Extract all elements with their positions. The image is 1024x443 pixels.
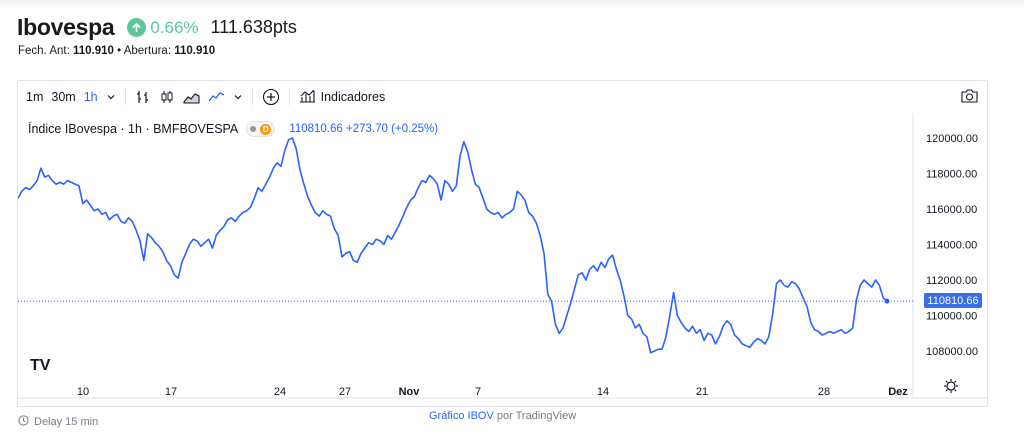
status-dot-icon bbox=[250, 126, 257, 132]
delay-text: Delay 15 min bbox=[34, 416, 99, 428]
credit-text: por TradingView bbox=[493, 410, 577, 422]
quote-subline: Fech. Ant: 110.910 • Abertura: 110.910 bbox=[18, 45, 215, 57]
settings-gear-icon[interactable] bbox=[944, 379, 958, 393]
y-tick-label: 116000.00 bbox=[926, 204, 977, 216]
x-axis-ticks: 10 17 24 27 Nov 7 14 21 28 Dez bbox=[77, 386, 908, 398]
clock-icon bbox=[18, 415, 29, 429]
arrow-up-icon bbox=[127, 18, 147, 37]
y-tick-label: 114000.00 bbox=[926, 240, 977, 252]
x-tick-label: 7 bbox=[475, 386, 481, 398]
legend-last-value: 110810.66 bbox=[289, 123, 343, 135]
x-tick-label: 21 bbox=[696, 386, 708, 398]
camera-icon[interactable] bbox=[960, 88, 979, 107]
x-tick-label: Dez bbox=[888, 386, 908, 398]
x-tick-label: 14 bbox=[597, 386, 609, 398]
price-line bbox=[18, 137, 888, 354]
chart-toolbar: 1m 30m 1h Indicadores bbox=[18, 81, 987, 113]
index-price: 111.638pts bbox=[210, 17, 297, 37]
change-indicator: 0.66% bbox=[127, 17, 199, 38]
line-chart-icon[interactable] bbox=[204, 89, 229, 105]
open-label: Abertura: bbox=[123, 45, 172, 57]
chart-widget: 1m 30m 1h Indicadores bbox=[17, 80, 988, 407]
separator: • bbox=[117, 45, 122, 57]
x-tick-label: 17 bbox=[165, 386, 177, 398]
symbol-description: Índice IBovespa · 1h · BMFBOVESPA bbox=[28, 122, 239, 136]
y-tick-label: 112000.00 bbox=[926, 275, 977, 287]
y-tick-label: 118000.00 bbox=[926, 169, 977, 181]
interval-1m[interactable]: 1m bbox=[26, 90, 44, 104]
prev-close-label: Fech. Ant: bbox=[18, 45, 70, 57]
x-tick-label: Nov bbox=[399, 386, 421, 398]
x-tick-label: 24 bbox=[274, 386, 286, 398]
svg-text:TV: TV bbox=[30, 357, 51, 374]
tradingview-logo-icon[interactable]: TV bbox=[30, 357, 51, 374]
chart-type-dropdown-icon[interactable] bbox=[229, 92, 247, 102]
price-chart[interactable]: 120000.00 118000.00 116000.00 114000.00 1120… bbox=[18, 81, 987, 406]
change-percent: 0.66% bbox=[150, 17, 199, 37]
interval-30m[interactable]: 30m bbox=[51, 90, 76, 104]
toolbar-divider bbox=[251, 89, 253, 105]
indicators-button[interactable]: Indicadores bbox=[295, 88, 390, 107]
toolbar-divider bbox=[124, 89, 126, 105]
interval-1h[interactable]: 1h bbox=[83, 90, 98, 104]
x-tick-label: 28 bbox=[818, 386, 830, 398]
y-tick-label: 120000.00 bbox=[926, 133, 978, 145]
x-tick-label: 10 bbox=[77, 386, 89, 398]
open-value: 110.910 bbox=[174, 45, 216, 57]
chart-credit: Gráfico IBOV por TradingView bbox=[429, 410, 576, 422]
chart-legend: Índice IBovespa · 1h · BMFBOVESPA D 1108… bbox=[28, 121, 438, 137]
last-price-dot bbox=[884, 298, 890, 304]
credit-link[interactable]: Gráfico IBOV bbox=[429, 410, 494, 422]
indicators-label: Indicadores bbox=[320, 90, 386, 104]
y-tick-label: 110000.00 bbox=[926, 311, 977, 323]
legend-values: 110810.66 +273.70 (+0.25%) bbox=[289, 123, 438, 135]
index-title: Ibovespa bbox=[17, 14, 115, 40]
prev-close-value: 110.910 bbox=[72, 45, 114, 57]
delayed-badge: D bbox=[260, 123, 272, 135]
delay-info: Delay 15 min bbox=[18, 415, 98, 429]
bars-icon[interactable] bbox=[131, 89, 155, 105]
area-chart-icon[interactable] bbox=[179, 89, 204, 105]
y-axis-ticks: 120000.00 118000.00 116000.00 114000.00 1120… bbox=[926, 133, 978, 358]
indicators-icon bbox=[299, 88, 316, 107]
quote-header: Ibovespa 0.66% 111.638pts bbox=[17, 14, 297, 41]
top-shadow bbox=[0, 0, 1024, 10]
interval-dropdown-icon[interactable] bbox=[102, 92, 120, 102]
market-status[interactable]: D bbox=[246, 121, 276, 137]
toolbar-divider bbox=[288, 89, 290, 105]
candles-icon[interactable] bbox=[155, 89, 179, 105]
x-tick-label: 27 bbox=[339, 386, 351, 398]
last-price-label: 110810.66 bbox=[924, 293, 982, 309]
compare-add-icon[interactable] bbox=[258, 88, 284, 106]
y-tick-label: 108000.00 bbox=[926, 346, 978, 358]
legend-change: +273.70 (+0.25%) bbox=[346, 123, 439, 135]
